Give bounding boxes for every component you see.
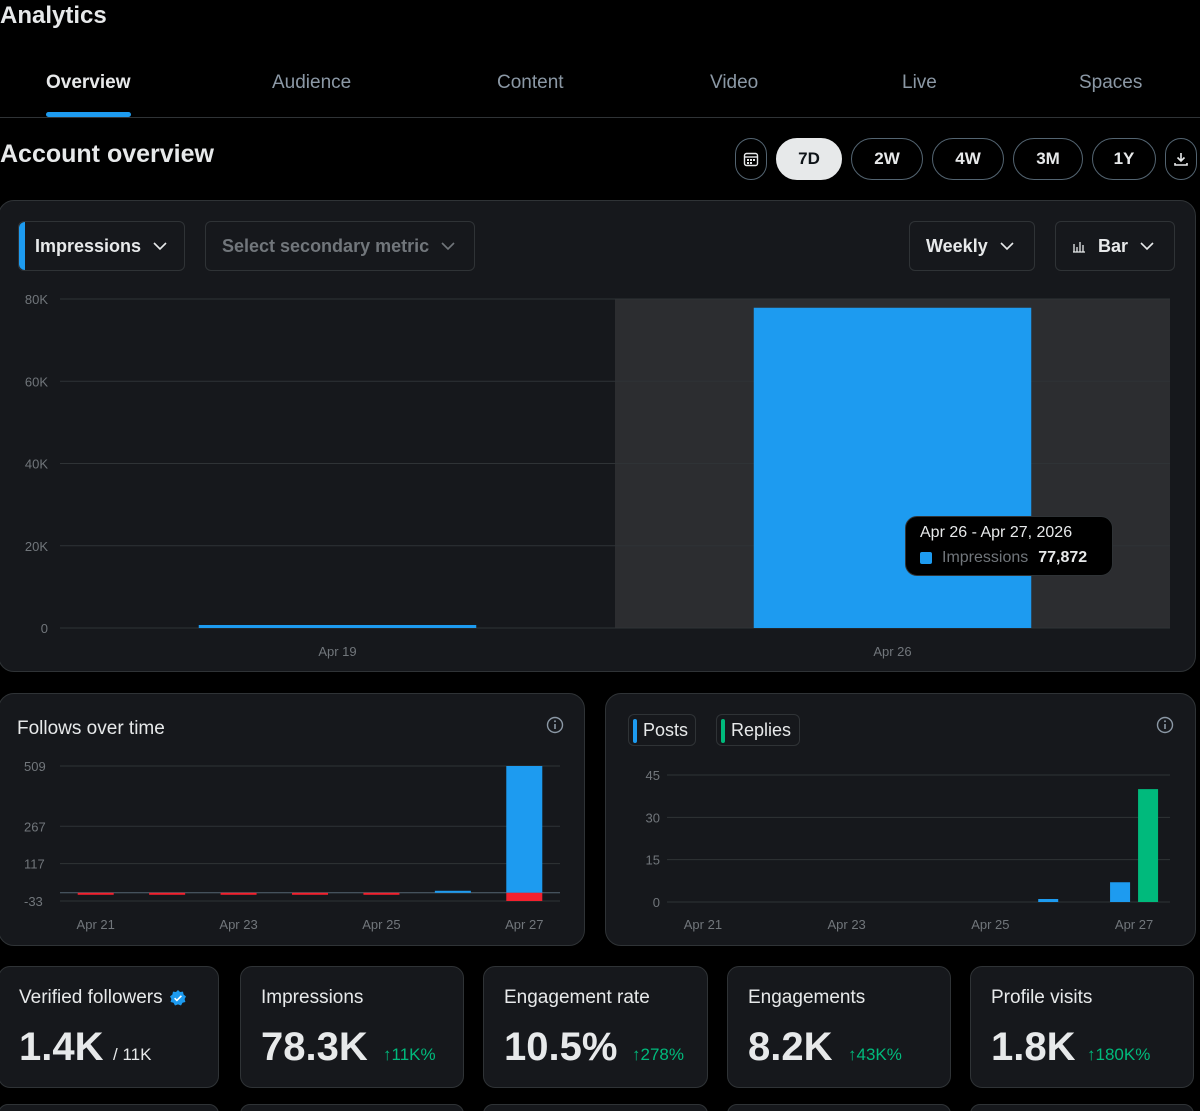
stat-card-profile-visits[interactable]: Profile visits 1.8K ↑180K% xyxy=(970,966,1194,1088)
tooltip-swatch xyxy=(920,552,932,564)
range-4w-button[interactable]: 4W xyxy=(932,138,1004,180)
next-card-row xyxy=(240,1104,464,1111)
follows-card-title: Follows over time xyxy=(17,718,165,739)
calendar-icon xyxy=(743,152,759,167)
stat-delta: ↑11K% xyxy=(383,1045,436,1064)
stat-card-verified-followers[interactable]: Verified followers 1.4K / 11K xyxy=(0,966,219,1088)
secondary-metric-placeholder: Select secondary metric xyxy=(222,235,430,256)
stat-label: Engagement rate xyxy=(504,987,650,1008)
follows-card: Follows over time xyxy=(0,693,585,946)
download-icon xyxy=(1174,153,1188,166)
bar-chart-icon xyxy=(1072,239,1086,253)
tooltip-value: 77,872 xyxy=(1038,549,1088,566)
range-1y-button[interactable]: 1Y xyxy=(1092,138,1156,180)
stat-label: Engagements xyxy=(748,987,866,1008)
download-button[interactable] xyxy=(1165,138,1197,180)
stat-card-engagement-rate[interactable]: Engagement rate 10.5% ↑278% xyxy=(483,966,708,1088)
tab-spaces[interactable]: Spaces xyxy=(1079,72,1143,93)
metric-color-indicator xyxy=(19,222,25,270)
tab-content[interactable]: Content xyxy=(497,72,564,93)
info-icon[interactable] xyxy=(546,716,564,734)
range-2w-button[interactable]: 2W xyxy=(851,138,923,180)
stat-card-impressions[interactable]: Impressions 78.3K ↑11K% xyxy=(240,966,464,1088)
stat-label: Profile visits xyxy=(991,987,1093,1008)
primary-metric-dropdown[interactable]: Impressions xyxy=(18,221,185,271)
stat-total: / 11K xyxy=(113,1045,152,1064)
chevron-down-icon xyxy=(1000,241,1014,251)
chevron-down-icon xyxy=(1140,241,1154,251)
info-icon[interactable] xyxy=(1156,716,1174,734)
range-7d-button[interactable]: 7D xyxy=(776,138,842,180)
stat-value: 1.4K xyxy=(19,1025,104,1069)
stat-delta: ↑278% xyxy=(632,1045,684,1064)
stat-delta: ↑180K% xyxy=(1087,1045,1151,1064)
next-card-row xyxy=(970,1104,1194,1111)
tooltip-label: Impressions xyxy=(942,549,1029,566)
interval-label: Weekly xyxy=(926,235,988,256)
posts-replies-card: Posts Replies xyxy=(605,693,1196,946)
next-card-row xyxy=(483,1104,708,1111)
legend-posts[interactable]: Posts xyxy=(628,714,696,746)
legend-posts-label: Posts xyxy=(643,719,689,740)
next-card-row xyxy=(727,1104,951,1111)
stat-value: 10.5% xyxy=(504,1025,618,1069)
interval-dropdown[interactable]: Weekly xyxy=(909,221,1035,271)
stat-value: 1.8K xyxy=(991,1025,1076,1069)
next-card-row xyxy=(0,1104,219,1111)
tab-overview[interactable]: Overview xyxy=(46,72,131,93)
legend-replies[interactable]: Replies xyxy=(716,714,800,746)
stat-label: Verified followers xyxy=(19,987,163,1008)
chevron-down-icon xyxy=(441,241,455,251)
stat-delta: ↑43K% xyxy=(848,1045,902,1064)
legend-replies-label: Replies xyxy=(731,719,792,740)
active-tab-indicator xyxy=(46,112,131,117)
stat-card-engagements[interactable]: Engagements 8.2K ↑43K% xyxy=(727,966,951,1088)
tab-audience[interactable]: Audience xyxy=(272,72,352,93)
chart-type-dropdown[interactable]: Bar xyxy=(1055,221,1175,271)
calendar-button[interactable] xyxy=(735,138,767,180)
primary-metric-label: Impressions xyxy=(35,235,142,256)
legend-replies-color xyxy=(721,719,725,743)
tab-live[interactable]: Live xyxy=(902,72,937,93)
section-title: Account overview xyxy=(0,140,214,168)
legend-posts-color xyxy=(633,719,637,743)
stat-label: Impressions xyxy=(261,987,364,1008)
stat-value: 78.3K xyxy=(261,1025,368,1069)
chart-type-label: Bar xyxy=(1098,235,1129,256)
range-3m-button[interactable]: 3M xyxy=(1013,138,1083,180)
secondary-metric-dropdown[interactable]: Select secondary metric xyxy=(205,221,475,271)
page-title: Analytics xyxy=(0,2,107,29)
main-chart-card: Impressions Select secondary metric Week… xyxy=(0,200,1196,672)
tab-video[interactable]: Video xyxy=(710,72,759,93)
chart-tooltip: Apr 26 - Apr 27, 2026 Impressions 77,872 xyxy=(905,516,1113,576)
chevron-down-icon xyxy=(153,241,167,251)
tooltip-title: Apr 26 - Apr 27, 2026 xyxy=(920,524,1073,541)
analytics-tabs: Overview Audience Content Video Live Spa… xyxy=(0,60,1200,118)
stat-value: 8.2K xyxy=(748,1025,833,1069)
verified-badge-icon xyxy=(169,990,186,1006)
